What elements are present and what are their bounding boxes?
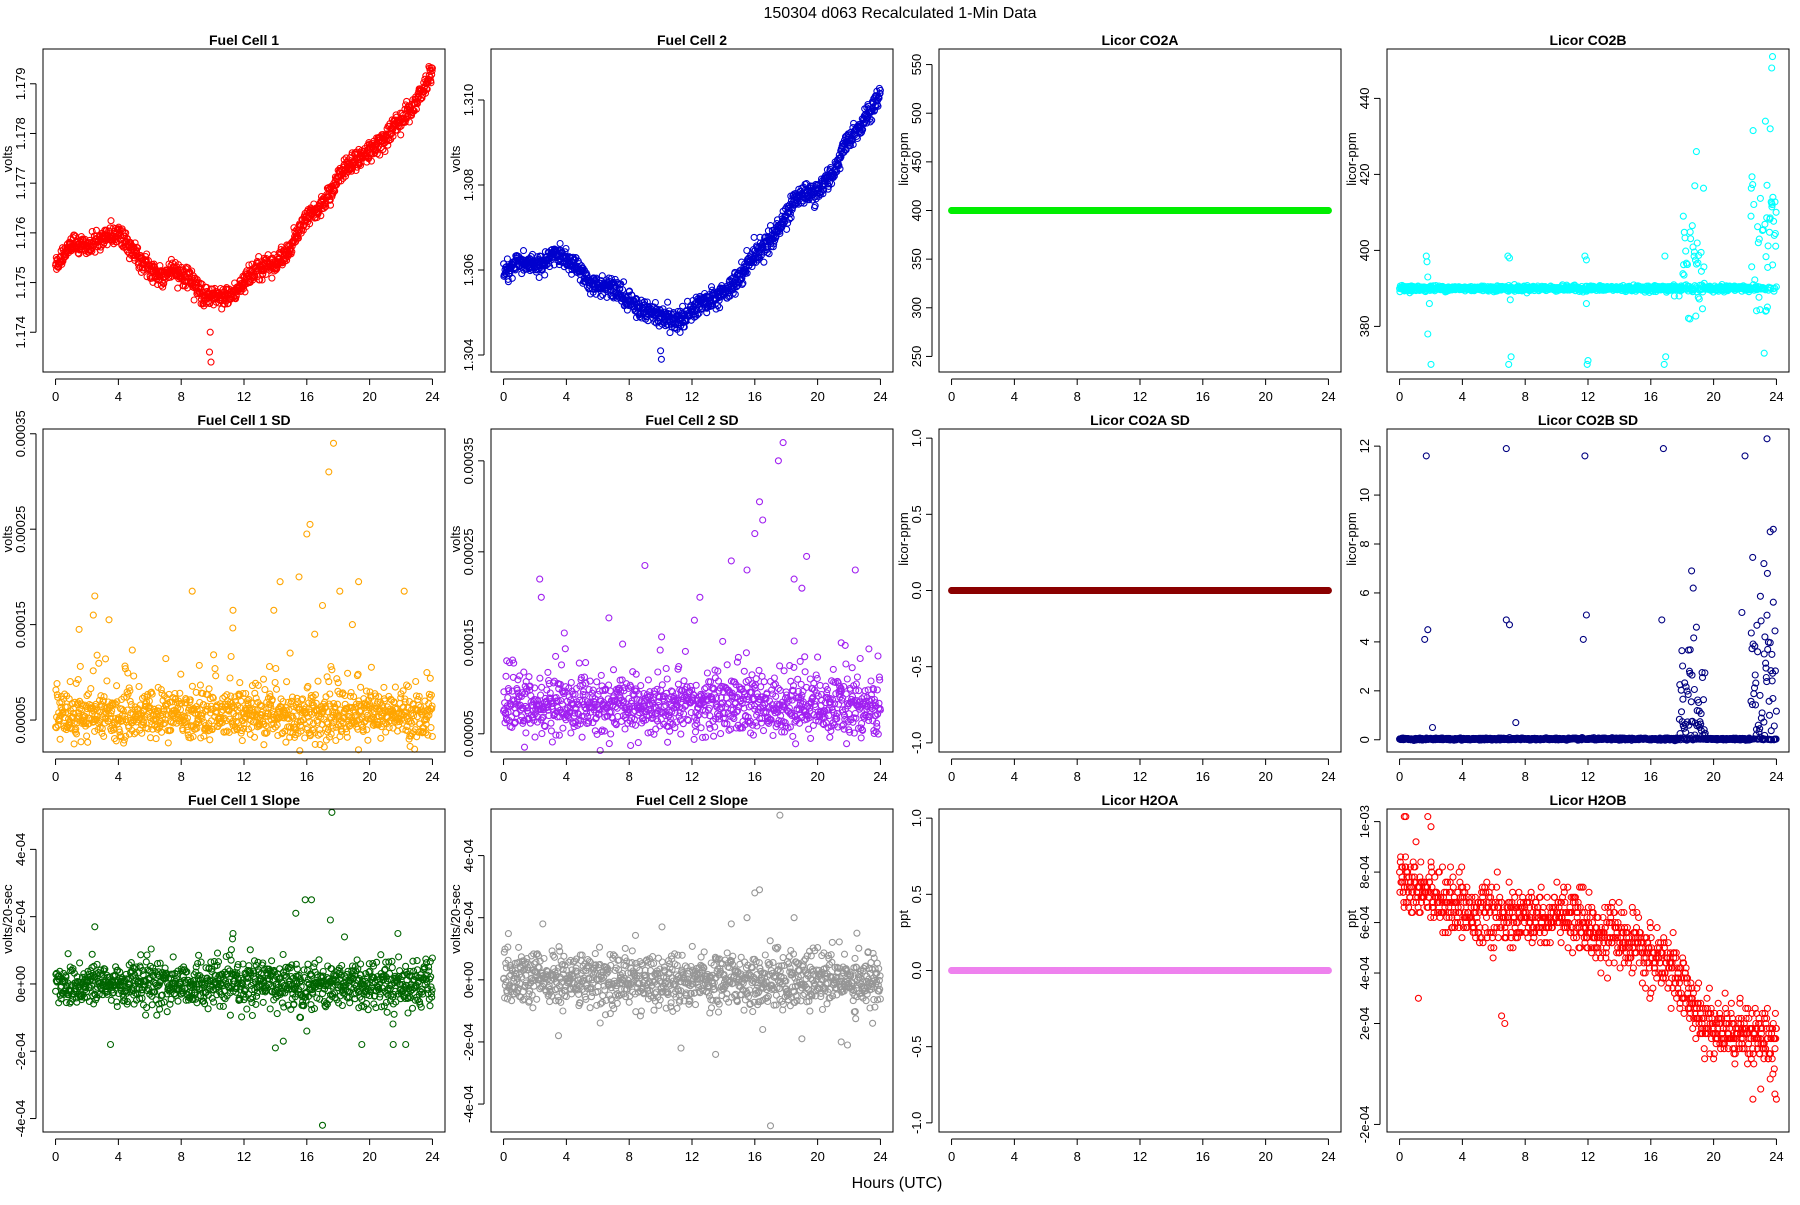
y-tick-label: 1.178 [13,117,28,150]
x-tick-label: 4 [1011,389,1018,404]
y-tick-label: 1.177 [13,167,28,200]
x-tick-label: 8 [626,389,633,404]
x-tick-label: 0 [1396,389,1403,404]
y-tick-label: 500 [909,102,924,124]
x-tick-label: 12 [685,389,699,404]
x-tick-label: 0 [500,389,507,404]
y-axis-label: volts [448,145,463,172]
x-tick-label: 24 [1769,389,1783,404]
y-tick-label: 1.306 [461,254,476,287]
x-tick-label: 0 [948,389,955,404]
figure-xlabel: Hours (UTC) [852,1175,943,1192]
y-tick-label: 1.176 [13,217,28,250]
panel-title: Fuel Cell 2 [657,32,727,48]
y-tick-label: 250 [909,346,924,368]
x-tick-label: 16 [1196,389,1210,404]
y-axis-label: licor-ppm [896,132,911,185]
y-tick-label: 1.179 [13,68,28,101]
y-tick-label: 550 [909,54,924,76]
x-tick-label: 12 [1133,389,1147,404]
x-tick-label: 4 [115,389,122,404]
panel-title: Fuel Cell 1 SD [197,412,290,428]
x-tick-label: 12 [1581,389,1595,404]
panel-title: Licor CO2B [1549,32,1626,48]
x-tick-label: 16 [748,389,762,404]
x-tick-label: 8 [1074,389,1081,404]
y-tick-label: 1.308 [461,169,476,202]
y-tick-label: 1.175 [13,266,28,299]
y-tick-label: 400 [1357,240,1372,262]
y-tick-label: 400 [909,200,924,222]
x-tick-label: 4 [563,389,570,404]
x-tick-label: 20 [1258,389,1272,404]
data-points [949,208,1332,214]
y-axis-label: volts [0,145,15,172]
x-tick-label: 16 [1644,389,1658,404]
x-tick-label: 20 [362,389,376,404]
figure-title: 150304 d063 Recalculated 1-Min Data [763,5,1036,22]
y-tick-label: 420 [1357,164,1372,186]
y-axis-label: licor-ppm [1344,132,1359,185]
panel-title: Fuel Cell 1 [209,32,279,48]
x-tick-label: 24 [873,389,887,404]
x-tick-label: 8 [1522,389,1529,404]
panel-title: Licor CO2A [1101,32,1178,48]
x-tick-label: 16 [300,389,314,404]
x-tick-label: 12 [237,389,251,404]
y-tick-label: 300 [909,297,924,319]
x-tick-label: 8 [178,389,185,404]
y-tick-label: 440 [1357,88,1372,110]
x-tick-label: 20 [810,389,824,404]
y-tick-label: 380 [1357,316,1372,338]
y-tick-label: 450 [909,151,924,173]
x-tick-label: 0 [52,389,59,404]
x-tick-label: 4 [1459,389,1466,404]
y-tick-label: 1.304 [461,339,476,372]
y-tick-label: 350 [909,248,924,270]
x-tick-label: 20 [1706,389,1720,404]
y-tick-label: 1.174 [13,316,28,349]
x-tick-label: 24 [1321,389,1335,404]
x-tick-label: 24 [425,389,439,404]
y-tick-label: 1.310 [461,84,476,117]
